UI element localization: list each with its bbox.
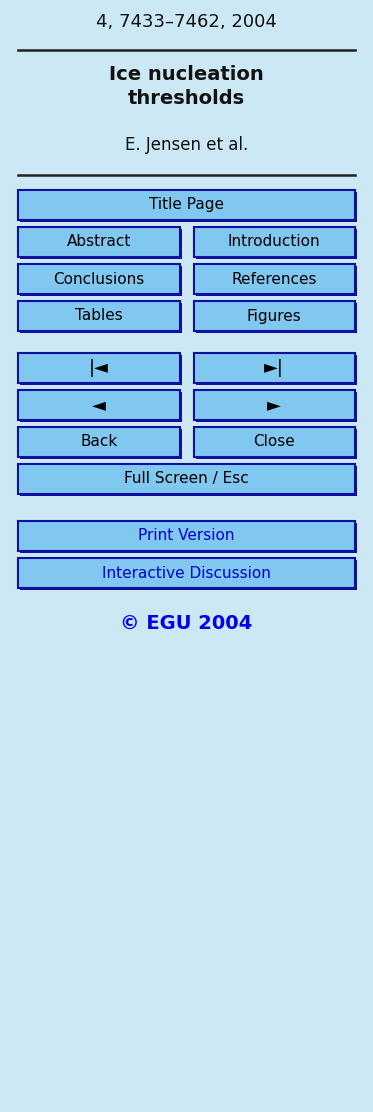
Bar xyxy=(18,464,355,494)
Text: Close: Close xyxy=(253,435,295,449)
Bar xyxy=(195,266,357,296)
Bar xyxy=(195,393,357,421)
Bar xyxy=(194,264,355,294)
Bar xyxy=(18,522,355,552)
Bar xyxy=(194,301,355,331)
Text: Back: Back xyxy=(80,435,117,449)
Text: ►|: ►| xyxy=(264,359,284,377)
Bar xyxy=(18,390,179,420)
Bar xyxy=(20,266,182,296)
Bar xyxy=(195,355,357,385)
Bar xyxy=(20,302,182,332)
Bar xyxy=(194,427,355,457)
Bar xyxy=(20,560,357,590)
Text: Tables: Tables xyxy=(75,308,123,324)
Text: E. Jensen et al.: E. Jensen et al. xyxy=(125,136,248,153)
Text: Full Screen / Esc: Full Screen / Esc xyxy=(124,471,249,487)
Bar xyxy=(194,227,355,257)
Bar xyxy=(18,264,179,294)
Text: Print Version: Print Version xyxy=(138,528,235,544)
Bar xyxy=(20,393,182,421)
Bar xyxy=(195,429,357,459)
Bar xyxy=(20,429,182,459)
Bar xyxy=(195,229,357,259)
Bar xyxy=(194,353,355,383)
Bar xyxy=(20,192,357,222)
Text: Abstract: Abstract xyxy=(66,235,131,249)
Bar xyxy=(194,390,355,420)
Text: Conclusions: Conclusions xyxy=(53,271,144,287)
Bar xyxy=(20,229,182,259)
Bar xyxy=(18,227,179,257)
Text: Interactive Discussion: Interactive Discussion xyxy=(102,566,271,580)
Bar xyxy=(20,355,182,385)
Bar xyxy=(18,427,179,457)
Bar xyxy=(20,523,357,553)
Bar xyxy=(18,301,179,331)
Bar xyxy=(20,466,357,496)
Text: © EGU 2004: © EGU 2004 xyxy=(120,614,253,633)
Bar xyxy=(18,558,355,588)
Text: Figures: Figures xyxy=(247,308,302,324)
Text: 4, 7433–7462, 2004: 4, 7433–7462, 2004 xyxy=(96,13,277,31)
Text: |◄: |◄ xyxy=(89,359,109,377)
Bar xyxy=(195,302,357,332)
Text: Ice nucleation
thresholds: Ice nucleation thresholds xyxy=(109,64,264,108)
Text: ◄: ◄ xyxy=(92,396,106,414)
Text: References: References xyxy=(232,271,317,287)
Bar xyxy=(18,353,179,383)
Text: Title Page: Title Page xyxy=(149,198,224,212)
Text: ►: ► xyxy=(267,396,281,414)
Bar xyxy=(18,190,355,220)
Text: Introduction: Introduction xyxy=(228,235,320,249)
